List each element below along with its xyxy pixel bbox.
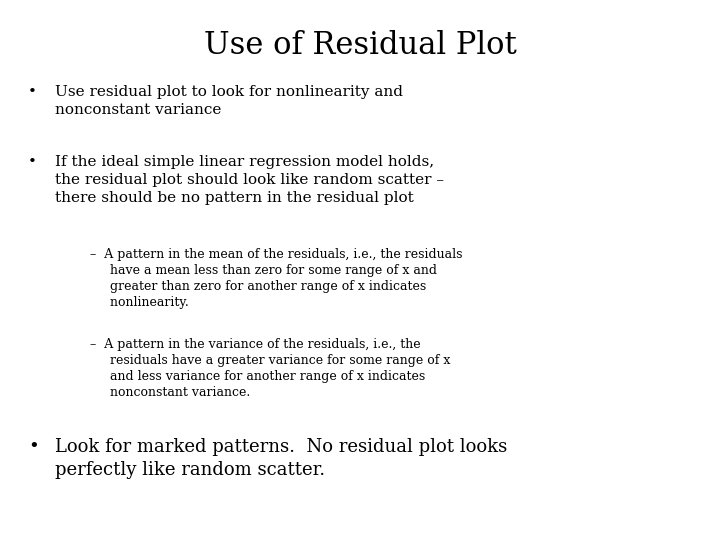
- Text: Use of Residual Plot: Use of Residual Plot: [204, 30, 516, 61]
- Text: If the ideal simple linear regression model holds,
the residual plot should look: If the ideal simple linear regression mo…: [55, 155, 444, 205]
- Text: Look for marked patterns.  No residual plot looks
perfectly like random scatter.: Look for marked patterns. No residual pl…: [55, 438, 508, 479]
- Text: •: •: [28, 438, 39, 456]
- Text: •: •: [28, 155, 37, 169]
- Text: Use residual plot to look for nonlinearity and
nonconstant variance: Use residual plot to look for nonlineari…: [55, 85, 403, 117]
- Text: –  A pattern in the mean of the residuals, i.e., the residuals
     have a mean : – A pattern in the mean of the residuals…: [90, 248, 462, 309]
- Text: –  A pattern in the variance of the residuals, i.e., the
     residuals have a g: – A pattern in the variance of the resid…: [90, 338, 451, 399]
- Text: •: •: [28, 85, 37, 99]
